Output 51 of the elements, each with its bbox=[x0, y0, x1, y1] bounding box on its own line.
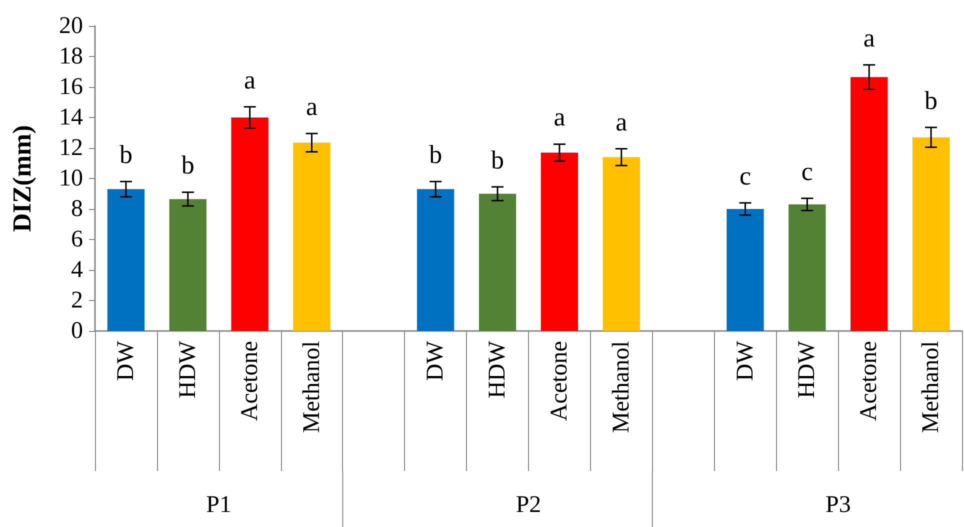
text: P2 bbox=[516, 492, 542, 518]
data-label: b bbox=[924, 86, 938, 115]
y-tick-label: 0 bbox=[71, 318, 83, 344]
x-tick-label: HDW bbox=[174, 340, 201, 398]
y-tick-label: 4 bbox=[71, 257, 83, 283]
y-tick-label: 10 bbox=[59, 166, 83, 192]
bar bbox=[478, 194, 516, 331]
bar bbox=[540, 152, 578, 331]
data-label: b bbox=[429, 140, 442, 170]
x-tick-label: Acetone bbox=[546, 341, 572, 421]
x-tick-label: DW bbox=[422, 340, 449, 381]
x-tick-label: Methanol bbox=[298, 340, 325, 433]
y-tick-label: 16 bbox=[59, 74, 83, 100]
bar bbox=[417, 189, 454, 331]
data-label: c bbox=[801, 156, 813, 186]
x-tick-label: Acetone bbox=[856, 341, 882, 421]
x-tick-label: DW bbox=[732, 340, 758, 381]
y-tick-label: 18 bbox=[59, 44, 83, 70]
data-label: a bbox=[616, 107, 628, 136]
data-label: c bbox=[739, 161, 752, 190]
data-label: a bbox=[554, 102, 566, 132]
y-tick-label: 20 bbox=[59, 13, 83, 39]
bar bbox=[231, 118, 268, 331]
bar bbox=[602, 157, 640, 331]
x-tick-label: DW bbox=[112, 340, 139, 381]
x-tick-label: Methanol bbox=[608, 340, 634, 433]
y-tick-label: 8 bbox=[71, 196, 83, 222]
x-tick-label: Acetone bbox=[236, 341, 263, 421]
bar bbox=[850, 77, 888, 331]
bar bbox=[788, 204, 826, 331]
y-tick-label: 14 bbox=[59, 104, 83, 130]
bar bbox=[169, 199, 206, 331]
y-axis-title: DIZ(mm) bbox=[8, 125, 36, 232]
y-tick-label: 12 bbox=[59, 135, 83, 161]
y-tick-label: 2 bbox=[71, 288, 83, 314]
data-label: a bbox=[306, 92, 318, 122]
y-tick-label: 6 bbox=[71, 226, 83, 252]
data-label: b bbox=[181, 150, 194, 180]
bar bbox=[107, 189, 145, 331]
x-tick-label: HDW bbox=[484, 340, 511, 398]
bar bbox=[912, 137, 950, 331]
data-label: a bbox=[244, 65, 256, 94]
text: P1 bbox=[206, 492, 232, 518]
x-tick-label: HDW bbox=[794, 340, 820, 398]
bar bbox=[726, 209, 764, 331]
data-label: b bbox=[491, 145, 504, 174]
x-tick-label: Methanol bbox=[918, 340, 944, 433]
bar bbox=[293, 142, 330, 331]
text: P3 bbox=[825, 492, 851, 518]
data-label: b bbox=[119, 140, 132, 170]
data-label: a bbox=[863, 23, 876, 52]
